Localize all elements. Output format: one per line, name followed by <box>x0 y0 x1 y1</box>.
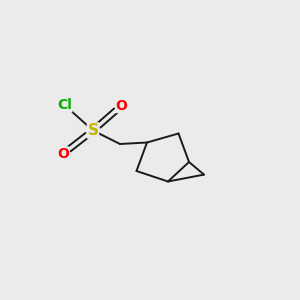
Text: S: S <box>88 123 98 138</box>
Text: O: O <box>116 99 128 112</box>
Text: O: O <box>57 147 69 161</box>
Text: Cl: Cl <box>57 98 72 112</box>
